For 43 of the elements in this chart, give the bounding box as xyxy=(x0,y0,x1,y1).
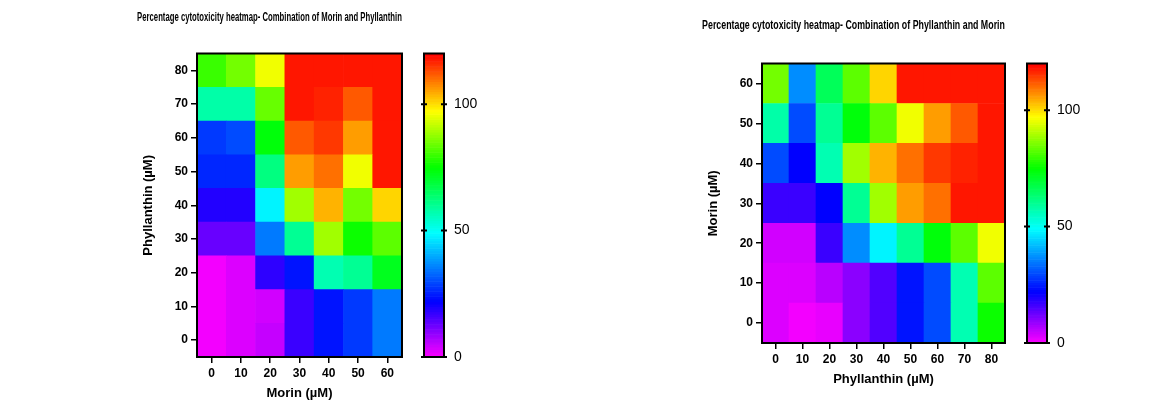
x-axis-title: Morin (µM) xyxy=(266,384,333,400)
x-tick-label: 10 xyxy=(234,365,248,380)
y-tick-label: 10 xyxy=(739,275,754,290)
y-tick-label: 20 xyxy=(174,265,189,280)
x-tick-label: 70 xyxy=(957,351,972,366)
x-axis-title: Phyllanthin (µM) xyxy=(833,370,934,386)
y-tick-label: 0 xyxy=(746,315,754,330)
y-tick-label: 60 xyxy=(739,75,754,90)
x-tick-label: 30 xyxy=(849,351,864,366)
y-tick-label: 30 xyxy=(174,231,189,246)
y-tick-label: 40 xyxy=(739,155,754,170)
y-tick-label: 50 xyxy=(174,163,189,178)
x-tick-label: 60 xyxy=(380,365,395,380)
y-tick-label: 70 xyxy=(174,96,189,111)
y-tick-label: 80 xyxy=(174,62,189,77)
x-tick-label: 20 xyxy=(822,351,837,366)
chart-title: Percentage cytotoxicity heatmap- Combination of Phyllanthin and Morin xyxy=(702,17,1006,32)
color-bar-label: 100 xyxy=(454,95,478,112)
color-bar-label: 50 xyxy=(1057,217,1073,234)
x-tick-label: 0 xyxy=(208,365,216,380)
y-axis-title: Morin (µM) xyxy=(705,170,721,237)
y-tick-label: 50 xyxy=(739,115,754,130)
color-bar-label: 100 xyxy=(1057,101,1081,118)
color-bar-label: 0 xyxy=(1057,333,1065,350)
color-bar-label: 50 xyxy=(454,221,470,238)
x-tick-label: 40 xyxy=(322,365,336,380)
x-tick-label: 30 xyxy=(292,365,307,380)
y-tick-label: 30 xyxy=(739,195,754,210)
x-tick-label: 50 xyxy=(903,351,918,366)
x-tick-label: 10 xyxy=(795,351,810,366)
x-tick-label: 80 xyxy=(984,351,999,366)
x-tick-label: 60 xyxy=(930,351,945,366)
y-tick-label: 0 xyxy=(181,332,189,347)
y-tick-label: 10 xyxy=(174,298,189,313)
y-tick-label: 20 xyxy=(739,235,754,250)
chart-title: Percentage cytotoxicity heatmap- Combination of Morin and Phyllanthin xyxy=(137,9,402,24)
y-axis-title: Phyllanthin (µM) xyxy=(140,154,156,256)
x-tick-label: 20 xyxy=(263,365,278,380)
x-tick-label: 50 xyxy=(351,365,366,380)
x-tick-label: 40 xyxy=(876,351,891,366)
y-tick-label: 40 xyxy=(174,197,189,212)
y-tick-label: 60 xyxy=(174,130,189,145)
x-tick-label: 0 xyxy=(772,351,780,366)
